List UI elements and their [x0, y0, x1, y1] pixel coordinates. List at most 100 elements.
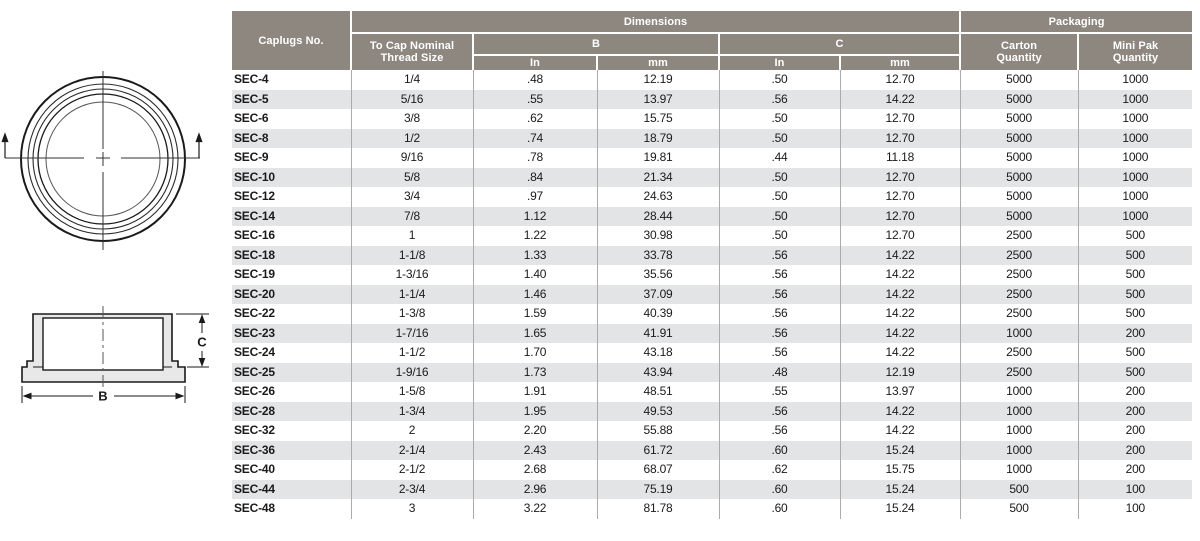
c-mm-cell: 15.24 [839, 479, 961, 499]
carton-qty-cell: 1000 [959, 421, 1079, 441]
b-mm-cell: 41.91 [596, 323, 719, 343]
b-in-cell: 2.68 [472, 460, 597, 480]
table-row: SEC-5 5/16.55 13.97.56 14.22 5000 1000 [232, 89, 1193, 109]
b-mm-cell: 13.97 [596, 89, 719, 109]
table-body: SEC-4 1/4.48 12.19.50 12.70 5000 1000 SEC-5 5/1… [232, 70, 1193, 519]
c-in-cell: .48 [718, 362, 840, 382]
b-mm-cell: 33.78 [596, 245, 719, 265]
table-row: SEC-40 2-1/2 2.68 68.07.62 15.75 1000 200 [232, 460, 1193, 480]
table-row: SEC-26 1-5/8 1.91 48.51.55 13.97 1000 200 [232, 382, 1193, 402]
b-mm-cell: 12.19 [596, 70, 719, 90]
c-in-cell: .60 [718, 479, 840, 499]
thread-size-cell: 3/8 [350, 109, 473, 129]
table-row: SEC-48 3 3.22 81.78.60 15.24 500 100 [232, 499, 1193, 519]
b-in-cell: .55 [472, 89, 597, 109]
carton-qty-cell: 5000 [959, 70, 1079, 90]
table-row: SEC-6 3/8.62 15.75.50 12.70 5000 1000 [232, 109, 1193, 129]
mini-pak-qty-cell: 500 [1077, 245, 1193, 265]
caplugs-no-cell: SEC-9 [234, 150, 269, 164]
c-in-cell: .56 [718, 343, 840, 363]
table-row: SEC-16 1 1.22 30.98.50 12.70 2500 500 [232, 226, 1193, 246]
thread-size-cell: 2-1/4 [350, 440, 473, 460]
thread-size-cell: 1-3/8 [350, 304, 473, 324]
b-in-cell: 1.95 [472, 401, 597, 421]
table-row: SEC-14 7/8 1.12 28.44.50 12.70 5000 1000 [232, 206, 1193, 226]
header-c-in: In [718, 54, 841, 70]
c-mm-cell: 14.22 [839, 323, 961, 343]
mini-pak-qty-cell: 500 [1077, 343, 1193, 363]
spec-table: Caplugs No. Dimensions Packaging To Cap … [232, 11, 1193, 519]
c-in-cell: .55 [718, 382, 840, 402]
c-in-cell: .56 [718, 265, 840, 285]
b-in-cell: 1.65 [472, 323, 597, 343]
c-in-cell: .56 [718, 401, 840, 421]
c-mm-cell: 14.22 [839, 401, 961, 421]
table-row: SEC-19 1-3/16 1.40 35.56.56 14.22 2500 500 [232, 265, 1193, 285]
c-mm-cell: 14.22 [839, 284, 961, 304]
mini-pak-qty-cell: 1000 [1077, 128, 1193, 148]
b-mm-cell: 43.18 [596, 343, 719, 363]
b-mm-cell: 30.98 [596, 226, 719, 246]
carton-qty-cell: 2500 [959, 284, 1079, 304]
b-mm-cell: 49.53 [596, 401, 719, 421]
table-header: Caplugs No. Dimensions Packaging To Cap … [232, 11, 1193, 70]
caplugs-no-cell: SEC-4 [234, 72, 269, 86]
c-in-cell: .50 [718, 187, 840, 207]
section-arrow-left [1, 132, 9, 158]
header-c-mm: mm [838, 54, 962, 70]
c-mm-cell: 12.70 [839, 128, 961, 148]
caplugs-no-cell: SEC-20 [234, 286, 275, 301]
carton-qty-cell: 2500 [959, 304, 1079, 324]
b-mm-cell: 37.09 [596, 284, 719, 304]
c-mm-cell: 14.22 [839, 304, 961, 324]
thread-size-cell: 1-3/4 [350, 401, 473, 421]
b-mm-cell: 15.75 [596, 109, 719, 129]
b-in-cell: .78 [472, 148, 597, 168]
b-in-cell: 1.91 [472, 382, 597, 402]
carton-qty-cell: 5000 [959, 148, 1079, 168]
caplugs-no-cell: SEC-22 [234, 306, 275, 320]
table-row: SEC-32 2 2.20 55.88.56 14.22 1000 200 [232, 421, 1193, 441]
table-row: SEC-20 1-1/4 1.46 37.09.56 14.22 2500 500 [232, 284, 1193, 304]
mini-pak-qty-cell: 1000 [1077, 187, 1193, 207]
mini-pak-qty-cell: 500 [1077, 304, 1193, 324]
mini-pak-qty-cell: 200 [1077, 421, 1193, 441]
b-in-cell: .48 [472, 70, 597, 90]
b-in-cell: 2.96 [472, 479, 597, 499]
b-mm-cell: 40.39 [596, 304, 719, 324]
c-mm-cell: 14.22 [839, 421, 961, 441]
thread-size-cell: 1/4 [350, 70, 473, 90]
carton-qty-cell: 5000 [959, 128, 1079, 148]
b-in-cell: 3.22 [472, 499, 597, 519]
carton-qty-cell: 2500 [959, 343, 1079, 363]
b-in-cell: 1.40 [472, 265, 597, 285]
c-in-cell: .50 [718, 226, 840, 246]
c-mm-cell: 14.22 [839, 265, 961, 285]
cap-top-view-drawing [1, 71, 203, 250]
mini-pak-qty-cell: 1000 [1077, 89, 1193, 109]
caplugs-no-cell: SEC-12 [234, 189, 275, 203]
mini-pak-qty-cell: 200 [1077, 460, 1193, 480]
table-row: SEC-12 3/4.97 24.63.50 12.70 5000 1000 [232, 187, 1193, 207]
b-in-cell: 2.20 [472, 421, 597, 441]
header-caplugs-no: Caplugs No. [232, 11, 352, 70]
dimension-c [176, 313, 209, 368]
mini-pak-qty-cell: 100 [1077, 479, 1193, 499]
c-mm-cell: 12.70 [839, 226, 961, 246]
table-row: SEC-22 1-3/8 1.59 40.39.56 14.22 2500 500 [232, 304, 1193, 324]
b-mm-cell: 81.78 [596, 499, 719, 519]
carton-qty-cell: 2500 [959, 362, 1079, 382]
header-carton-quantity: Carton Quantity [959, 32, 1080, 70]
mini-pak-qty-cell: 500 [1077, 284, 1193, 304]
table-row: SEC-10 5/8.84 21.34.50 12.70 5000 1000 [232, 167, 1193, 187]
b-in-cell: 1.22 [472, 226, 597, 246]
header-thread-size: To Cap Nominal Thread Size [350, 32, 474, 70]
center-crosshair [5, 71, 200, 250]
cap-side-view-drawing: C B [21, 306, 209, 404]
b-in-cell: 1.12 [472, 206, 597, 226]
header-packaging: Packaging [959, 11, 1193, 33]
b-mm-cell: 55.88 [596, 421, 719, 441]
mini-pak-qty-cell: 500 [1077, 362, 1193, 382]
caplugs-no-cell: SEC-23 [234, 325, 275, 340]
c-in-cell: .56 [718, 284, 840, 304]
